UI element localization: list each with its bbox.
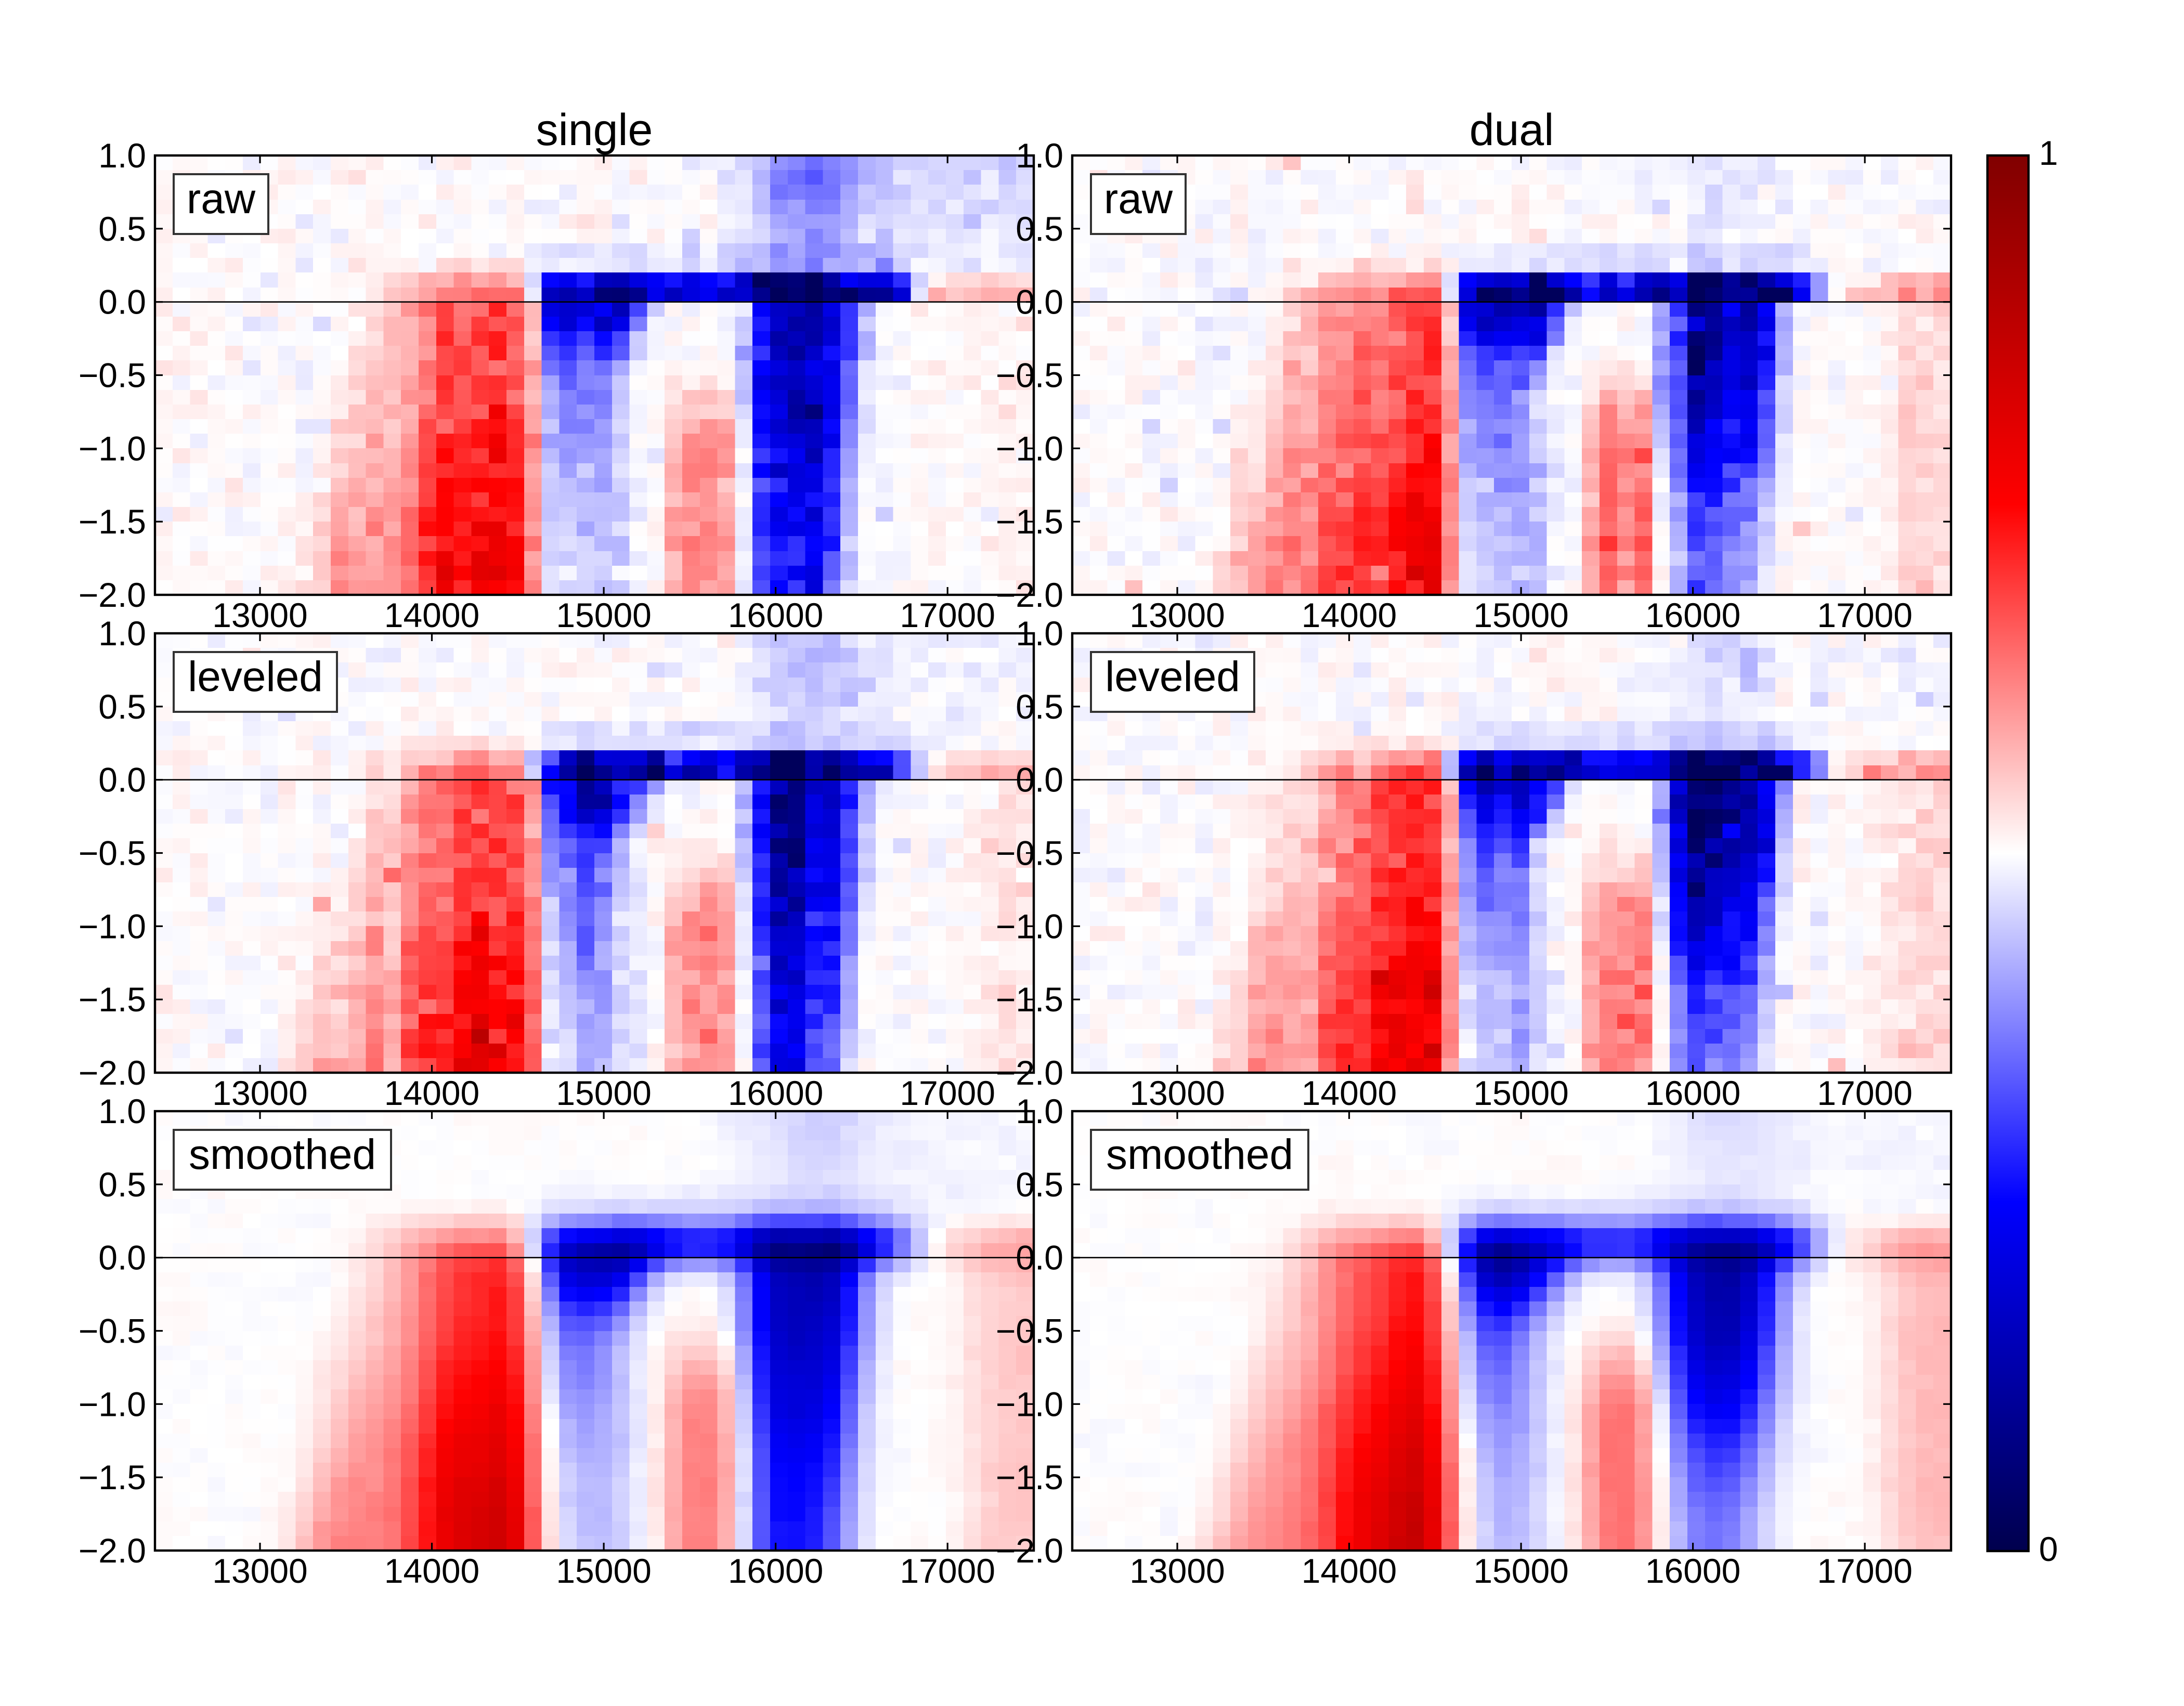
svg-text:−1.0: −1.0 <box>996 1385 1063 1423</box>
svg-text:15000: 15000 <box>556 1552 652 1590</box>
svg-text:1.0: 1.0 <box>98 1092 146 1130</box>
svg-text:1: 1 <box>2039 134 2058 172</box>
svg-text:17000: 17000 <box>900 1552 995 1590</box>
svg-text:−1.5: −1.5 <box>996 1458 1063 1496</box>
svg-text:15000: 15000 <box>556 1074 652 1112</box>
svg-text:1.0: 1.0 <box>98 136 146 175</box>
svg-text:−1.0: −1.0 <box>79 1385 146 1423</box>
svg-text:single: single <box>536 105 653 155</box>
svg-text:17000: 17000 <box>1817 1074 1913 1112</box>
svg-text:−2.0: −2.0 <box>996 1531 1063 1570</box>
svg-text:−1.5: −1.5 <box>996 980 1063 1019</box>
svg-text:−2.0: −2.0 <box>79 576 146 614</box>
svg-text:13000: 13000 <box>212 1552 308 1590</box>
svg-text:17000: 17000 <box>900 1074 995 1112</box>
svg-text:0.0: 0.0 <box>1016 1239 1063 1277</box>
svg-text:14000: 14000 <box>1302 596 1397 634</box>
svg-text:−1.5: −1.5 <box>996 502 1063 541</box>
svg-text:17000: 17000 <box>1817 1552 1913 1590</box>
svg-text:−1.5: −1.5 <box>79 1458 146 1496</box>
svg-text:1.0: 1.0 <box>1016 1092 1063 1130</box>
svg-text:16000: 16000 <box>728 596 824 634</box>
svg-text:−1.0: −1.0 <box>996 907 1063 945</box>
svg-text:13000: 13000 <box>212 596 308 634</box>
svg-text:13000: 13000 <box>1129 596 1225 634</box>
svg-text:0.0: 0.0 <box>98 1239 146 1277</box>
svg-text:1.0: 1.0 <box>1016 136 1063 175</box>
svg-text:15000: 15000 <box>1473 1552 1569 1590</box>
svg-text:14000: 14000 <box>384 1552 480 1590</box>
svg-text:−2.0: −2.0 <box>79 1053 146 1092</box>
svg-text:−1.0: −1.0 <box>79 429 146 467</box>
svg-text:16000: 16000 <box>1645 1074 1741 1112</box>
svg-text:−2.0: −2.0 <box>79 1531 146 1570</box>
svg-text:0.0: 0.0 <box>1016 761 1063 799</box>
svg-text:−1.0: −1.0 <box>996 429 1063 467</box>
svg-text:15000: 15000 <box>1473 1074 1569 1112</box>
svg-text:13000: 13000 <box>1129 1552 1225 1590</box>
svg-text:13000: 13000 <box>212 1074 308 1112</box>
svg-text:0.5: 0.5 <box>98 1165 146 1204</box>
svg-text:−0.5: −0.5 <box>996 1312 1063 1350</box>
svg-text:0.5: 0.5 <box>1016 687 1063 726</box>
svg-text:16000: 16000 <box>1645 596 1741 634</box>
svg-text:−1.0: −1.0 <box>79 907 146 945</box>
svg-text:−2.0: −2.0 <box>996 1053 1063 1092</box>
svg-text:0: 0 <box>2039 1530 2058 1568</box>
svg-text:−1.5: −1.5 <box>79 980 146 1019</box>
svg-text:−0.5: −0.5 <box>79 834 146 872</box>
svg-text:−0.5: −0.5 <box>996 834 1063 872</box>
svg-text:0.5: 0.5 <box>1016 1165 1063 1204</box>
svg-text:−0.5: −0.5 <box>79 356 146 395</box>
svg-text:0.0: 0.0 <box>98 283 146 321</box>
svg-text:14000: 14000 <box>384 1074 480 1112</box>
svg-text:16000: 16000 <box>728 1552 824 1590</box>
svg-text:14000: 14000 <box>1302 1074 1397 1112</box>
svg-text:−0.5: −0.5 <box>996 356 1063 395</box>
svg-text:15000: 15000 <box>1473 596 1569 634</box>
svg-text:17000: 17000 <box>1817 596 1913 634</box>
svg-text:13000: 13000 <box>1129 1074 1225 1112</box>
svg-text:0.5: 0.5 <box>1016 210 1063 248</box>
svg-text:14000: 14000 <box>1302 1552 1397 1590</box>
svg-text:17000: 17000 <box>900 596 995 634</box>
svg-text:−0.5: −0.5 <box>79 1312 146 1350</box>
svg-text:0.0: 0.0 <box>98 761 146 799</box>
svg-text:16000: 16000 <box>728 1074 824 1112</box>
svg-text:0.5: 0.5 <box>98 687 146 726</box>
svg-text:0.5: 0.5 <box>98 210 146 248</box>
svg-text:−1.5: −1.5 <box>79 502 146 541</box>
svg-text:14000: 14000 <box>384 596 480 634</box>
svg-text:−2.0: −2.0 <box>996 576 1063 614</box>
svg-text:1.0: 1.0 <box>98 614 146 653</box>
svg-text:16000: 16000 <box>1645 1552 1741 1590</box>
svg-text:15000: 15000 <box>556 596 652 634</box>
svg-text:0.0: 0.0 <box>1016 283 1063 321</box>
svg-text:dual: dual <box>1470 105 1554 155</box>
svg-text:1.0: 1.0 <box>1016 614 1063 653</box>
